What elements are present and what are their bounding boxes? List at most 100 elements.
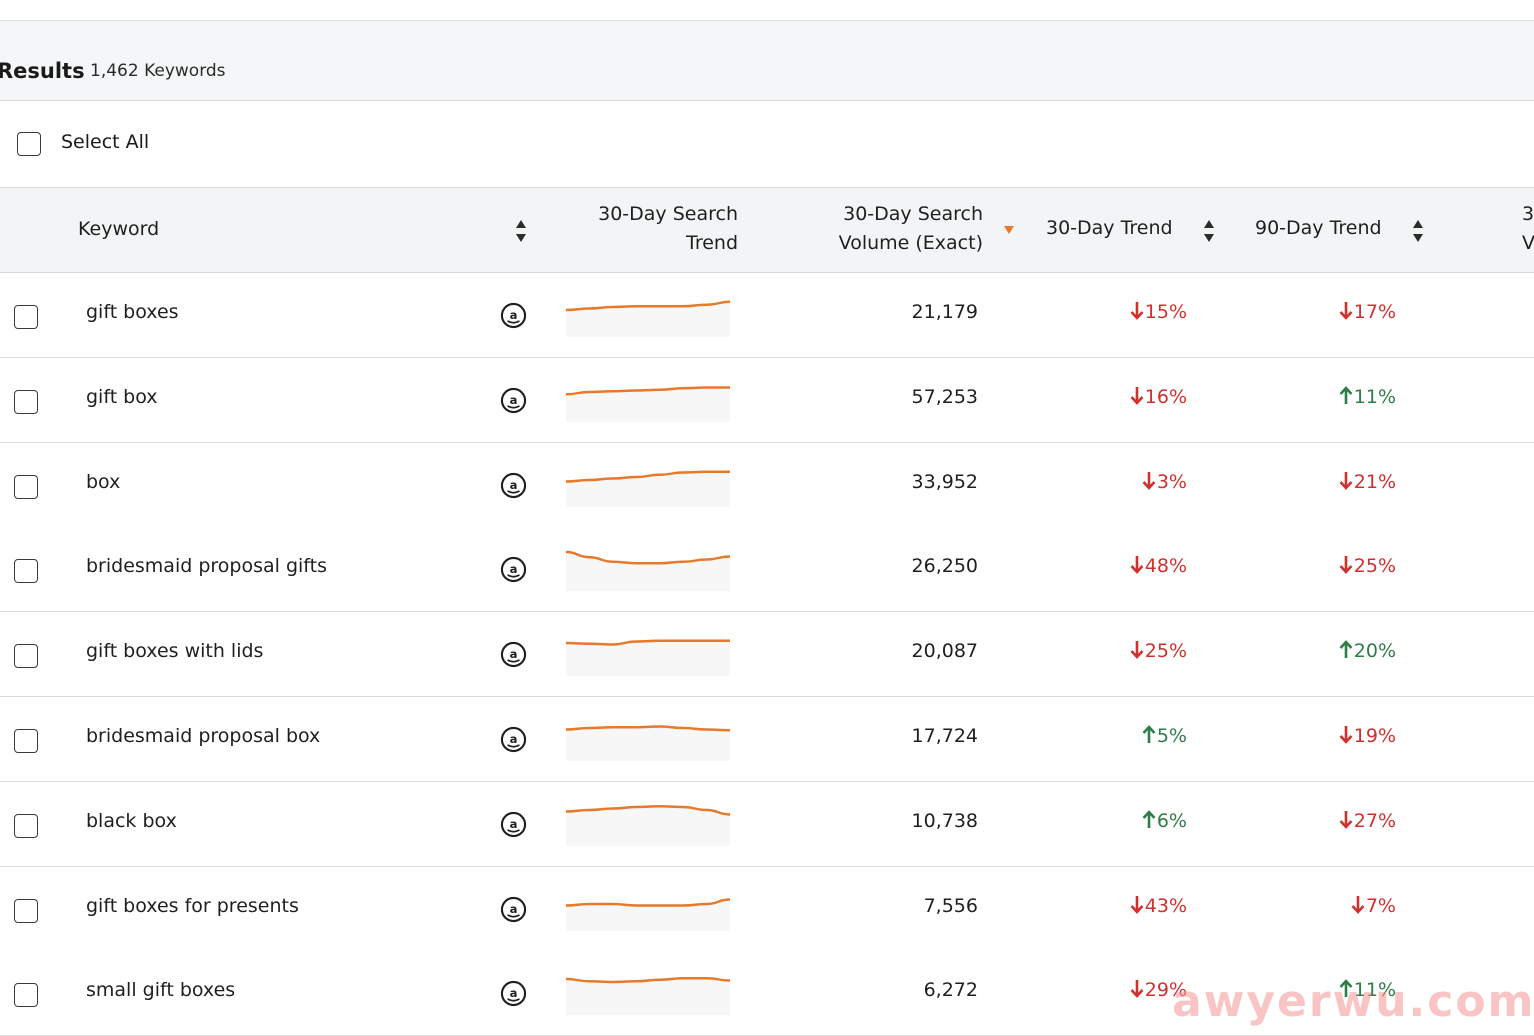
column-header-search-volume[interactable]: 30-Day Search Volume (Exact) [780, 200, 983, 258]
search-trend-sparkline [565, 725, 731, 761]
keyword-text[interactable]: small gift boxes [86, 979, 236, 1002]
arrow-up-icon [1142, 725, 1156, 743]
trend90-value: 19% [1339, 725, 1396, 747]
keyword-text[interactable]: gift box [86, 385, 158, 408]
trend30-percent: 43% [1144, 894, 1187, 917]
arrow-down-icon [1339, 471, 1353, 490]
keyword-text[interactable]: gift boxes [86, 301, 179, 323]
search-volume-value: 26,250 [911, 555, 978, 578]
row-checkbox[interactable] [14, 305, 38, 329]
svg-text:a: a [510, 393, 518, 407]
sparkline-shade [566, 387, 730, 422]
search-trend-sparkline [565, 470, 730, 507]
row-checkbox[interactable] [14, 474, 38, 499]
svg-text:a: a [510, 647, 518, 661]
keyword-text[interactable]: bridesmaid proposal box [86, 725, 321, 747]
sparkline-shade [566, 640, 730, 677]
table-row[interactable]: bridesmaid proposal gifts a 26,250 48% 25% [0, 527, 1534, 613]
column-header-search-trend[interactable]: 30-Day Search Trend [560, 200, 738, 258]
sparkline-line [565, 386, 730, 396]
amazon-icon[interactable]: a [500, 387, 527, 414]
table-row[interactable]: box a 33,952 3% 21% [0, 442, 1534, 528]
row-checkbox[interactable] [14, 813, 38, 838]
search-volume-value: 21,179 [911, 301, 978, 323]
sparkline-line [565, 551, 731, 565]
sort-trend90-icon[interactable] [1412, 219, 1424, 243]
keyword-text[interactable]: gift boxes for presents [86, 894, 299, 917]
trend90-percent: 19% [1353, 725, 1396, 747]
table-row[interactable]: gift boxes for presents a 7,556 43% 7% [0, 866, 1534, 952]
search-trend-sparkline [565, 977, 731, 1016]
trend90-value: 20% [1339, 640, 1396, 662]
trend30-percent: 6% [1156, 809, 1187, 832]
trend30-percent: 16% [1144, 385, 1187, 408]
arrow-up-icon [1339, 385, 1353, 404]
sparkline-line [565, 725, 731, 732]
trend30-percent: 5% [1156, 725, 1187, 747]
sparkline-line [565, 639, 730, 646]
arrow-down-icon [1339, 810, 1353, 829]
keyword-text[interactable]: bridesmaid proposal gifts [86, 555, 327, 578]
table-row[interactable]: gift boxes with lids a 20,087 25% 20% [0, 612, 1534, 698]
trend90-value: 11% [1339, 979, 1396, 1001]
amazon-icon[interactable]: a [500, 726, 527, 753]
table-row[interactable]: small gift boxes a 6,272 29% 11% [0, 951, 1534, 1036]
trend30-value: 25% [1130, 640, 1187, 662]
amazon-icon[interactable]: a [500, 302, 527, 329]
amazon-icon[interactable]: a [500, 641, 527, 668]
keyword-text[interactable]: gift boxes with lids [86, 640, 264, 663]
select-all-label[interactable]: Select All [61, 131, 150, 153]
arrow-down-icon [1130, 895, 1144, 914]
search-volume-value: 20,087 [911, 640, 978, 663]
search-trend-sparkline [565, 639, 730, 677]
row-checkbox[interactable] [14, 389, 38, 414]
amazon-icon[interactable]: a [500, 472, 527, 499]
row-checkbox[interactable] [14, 644, 38, 669]
sparkline-line [565, 300, 731, 312]
table-row[interactable]: gift box a 57,253 16% 11% [0, 357, 1534, 443]
table-row[interactable]: gift boxes a 21,179 15% 17% [0, 273, 1534, 358]
column-header-clipped-line1: 3 [1522, 203, 1534, 225]
sparkline-line [565, 977, 731, 984]
trend30-value: 43% [1130, 895, 1187, 917]
trend90-value: 21% [1339, 471, 1396, 493]
amazon-icon[interactable]: a [500, 980, 527, 1007]
results-title: Results [0, 59, 85, 83]
trend30-percent: 15% [1144, 301, 1187, 323]
column-header-clipped[interactable]: 3 V [1522, 200, 1534, 258]
select-all-checkbox[interactable] [17, 132, 41, 156]
trend30-percent: 25% [1144, 640, 1187, 663]
top-strip [0, 0, 1534, 21]
arrow-down-icon [1339, 302, 1353, 320]
row-checkbox[interactable] [14, 983, 38, 1008]
amazon-icon[interactable]: a [500, 896, 527, 923]
table-row[interactable]: black box a 10,738 6% 27% [0, 781, 1534, 867]
amazon-icon[interactable]: a [500, 556, 527, 583]
row-checkbox[interactable] [14, 559, 38, 584]
sparkline-shade [566, 726, 730, 761]
column-header-clipped-line2: V [1522, 232, 1534, 254]
search-trend-sparkline [565, 897, 731, 931]
trend90-percent: 7% [1365, 894, 1396, 917]
table-row[interactable]: bridesmaid proposal box a 17,724 5% 19% [0, 697, 1534, 782]
sort-keyword-icon[interactable] [515, 219, 527, 243]
sort-descending-icon[interactable] [1003, 225, 1015, 235]
column-header-trend30[interactable]: 30-Day Trend [1046, 217, 1173, 239]
row-checkbox[interactable] [14, 729, 38, 753]
row-checkbox[interactable] [14, 898, 38, 923]
sparkline-line [565, 470, 730, 483]
column-header-trend90[interactable]: 90-Day Trend [1255, 217, 1382, 239]
svg-text:a: a [510, 308, 518, 322]
svg-text:a: a [510, 817, 518, 831]
amazon-icon[interactable]: a [500, 811, 527, 838]
sort-trend30-icon[interactable] [1203, 219, 1215, 243]
trend90-value: 27% [1339, 810, 1396, 832]
column-header-keyword[interactable]: Keyword [78, 218, 160, 240]
results-count: 1,462 Keywords [90, 61, 226, 81]
keyword-text[interactable]: black box [86, 809, 177, 832]
keyword-text[interactable]: box [86, 470, 121, 493]
column-header-search-volume-line2: Volume (Exact) [838, 232, 983, 254]
results-header: Results 1,462 Keywords [0, 21, 1534, 101]
search-volume-value: 7,556 [923, 894, 978, 917]
search-trend-sparkline [565, 804, 731, 846]
